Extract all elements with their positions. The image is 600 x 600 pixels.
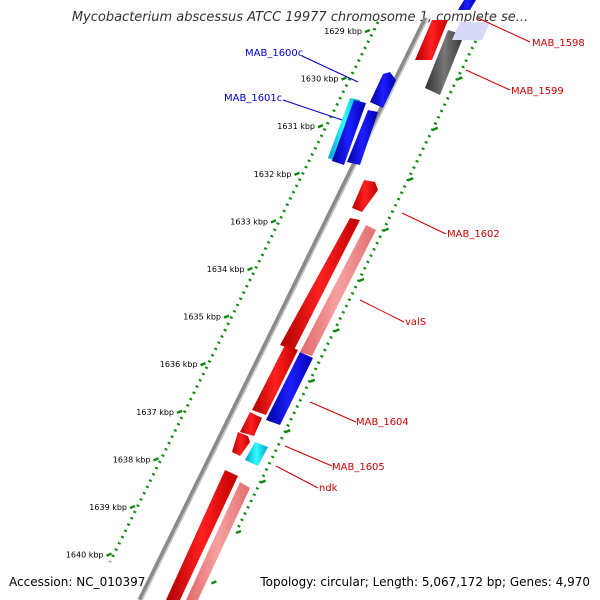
gene-labels: MAB_1598 MAB_1599 MAB_1600c MAB_1601c MA… (224, 38, 585, 494)
inner-tick-3 (407, 177, 414, 182)
outer-tick-3 (294, 171, 300, 176)
kbp-label-7: 1636 kbp (160, 360, 198, 369)
outer-tick-0 (364, 28, 371, 34)
map-title: Mycobacterium abscessus ATCC 19977 chrom… (71, 10, 529, 25)
kbp-label-5: 1634 kbp (207, 265, 245, 274)
outer-tick-9 (153, 457, 159, 462)
inner-tick-6 (333, 328, 340, 333)
gene-block-mab1604-fwd[interactable] (252, 345, 298, 415)
gene-label-vals[interactable]: valS (405, 317, 426, 328)
outer-dotted-ring (108, 21, 380, 563)
gene-block-mab1598-fwd[interactable] (415, 20, 448, 60)
kbp-label-6: 1635 kbp (183, 313, 221, 322)
gene-block-top-lavender[interactable] (452, 22, 490, 40)
inner-tick-marks (210, 25, 488, 585)
gene-label-mab1604[interactable]: MAB_1604 (356, 417, 409, 428)
gene-block-mab1604-rev[interactable] (266, 352, 313, 425)
inner-tick-11 (210, 580, 217, 585)
inner-tick-5 (358, 277, 365, 283)
outer-tick-1 (341, 76, 347, 81)
backbone-highlight (141, 17, 429, 600)
inner-tick-2 (432, 126, 439, 131)
gene-block-mab1605b[interactable] (232, 432, 250, 456)
inner-tick-7 (309, 378, 316, 383)
kbp-labels: 1629 kbp 1630 kbp 1631 kbp 1632 kbp 1633 kbp… (66, 27, 362, 560)
gene-block-ndk[interactable] (245, 442, 268, 466)
gene-label-mab1602[interactable]: MAB_1602 (447, 229, 500, 240)
gene-block-mab1601c-blue-a[interactable] (332, 100, 366, 165)
inner-tick-1 (456, 76, 463, 81)
kbp-label-9: 1638 kbp (113, 455, 151, 464)
gene-label-mab1605[interactable]: MAB_1605 (332, 462, 385, 473)
gene-block-bottom-fwd[interactable] (166, 470, 238, 600)
inner-tick-10 (235, 529, 242, 535)
gene-block-mab1600c[interactable] (370, 72, 396, 108)
gene-block-mab1598-pseudo[interactable] (425, 30, 464, 95)
inner-tick-8 (284, 429, 291, 434)
gene-block-bottom-rna[interactable] (186, 482, 250, 600)
outer-tick-8 (176, 409, 183, 414)
kbp-label-4: 1633 kbp (230, 217, 268, 226)
gene-block-vals-rna[interactable] (300, 225, 376, 356)
feature-blocks (166, 0, 490, 600)
gene-label-mab1600c[interactable]: MAB_1600c (245, 48, 303, 59)
outer-tick-marks (106, 28, 371, 557)
outer-tick-5 (247, 266, 253, 272)
kbp-label-11: 1640 kbp (66, 551, 104, 560)
outer-tick-2 (317, 124, 324, 129)
gene-block-top-blue[interactable] (458, 0, 476, 10)
kbp-label-0: 1629 kbp (324, 27, 362, 36)
gene-label-mab1599[interactable]: MAB_1599 (511, 86, 564, 97)
outer-tick-6 (223, 314, 230, 319)
outer-tick-10 (129, 504, 136, 510)
backbone-line (137, 16, 429, 600)
kbp-label-1: 1630 kbp (301, 75, 339, 84)
kbp-label-10: 1639 kbp (89, 503, 127, 512)
outer-tick-7 (200, 362, 206, 367)
kbp-label-2: 1631 kbp (277, 122, 315, 131)
gene-label-ndk[interactable]: ndk (319, 483, 338, 494)
gene-block-vals-fwd[interactable] (280, 218, 360, 350)
outer-tick-4 (270, 219, 277, 224)
footer-accession: Accession: NC_010397 (9, 575, 146, 589)
gene-block-mab1605[interactable] (240, 412, 262, 436)
gene-block-mab1601c-blue-b[interactable] (347, 110, 378, 165)
outer-tick-11 (106, 552, 112, 557)
inner-tick-9 (260, 479, 267, 484)
inner-tick-4 (383, 227, 390, 232)
leader-lines (275, 17, 531, 489)
gene-block-mab1602[interactable] (352, 180, 378, 212)
kbp-label-8: 1637 kbp (136, 408, 174, 417)
gene-label-mab1598[interactable]: MAB_1598 (532, 38, 585, 49)
kbp-label-3: 1632 kbp (254, 170, 292, 179)
footer-topology-info: Topology: circular; Length: 5,067,172 bp… (260, 575, 590, 589)
gene-label-mab1601c[interactable]: MAB_1601c (224, 93, 282, 104)
